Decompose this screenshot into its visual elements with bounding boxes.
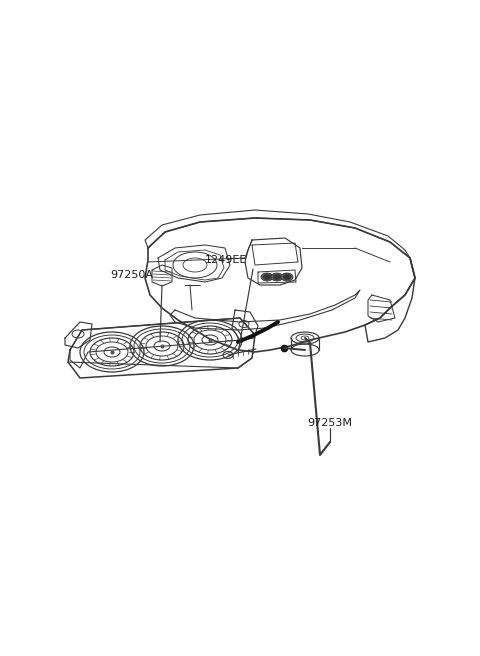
Ellipse shape	[264, 274, 271, 279]
Ellipse shape	[274, 274, 280, 279]
Ellipse shape	[281, 273, 293, 281]
Ellipse shape	[261, 273, 273, 281]
Text: 97253M: 97253M	[308, 418, 352, 428]
Text: 97250A: 97250A	[110, 270, 153, 280]
Ellipse shape	[284, 274, 290, 279]
Ellipse shape	[271, 273, 283, 281]
Text: 1249EE: 1249EE	[205, 255, 247, 265]
